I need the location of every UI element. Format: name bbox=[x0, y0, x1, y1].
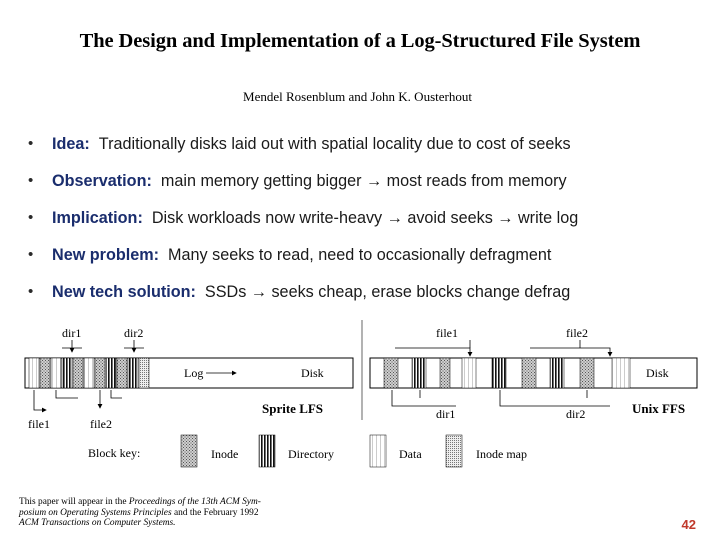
bullet-dot-icon: • bbox=[28, 209, 34, 226]
lfs-block-sequence bbox=[28, 357, 150, 389]
ffs-file2-label: file2 bbox=[566, 326, 588, 340]
bullet-item-new-problem: • New problem: Many seeks to read, need … bbox=[28, 245, 718, 282]
footnote-line1-a: This paper will appear in the bbox=[19, 497, 129, 507]
block-key-label: Block key: bbox=[88, 446, 140, 460]
bullet-text: Many seeks to read, need to occasionally… bbox=[168, 246, 552, 264]
bullet-list: • Idea: Traditionally disks laid out wit… bbox=[28, 134, 718, 319]
sprite-lfs-diagram: dir1 dir2 Log Disk bbox=[24, 326, 354, 431]
paper-title: The Design and Implementation of a Log-S… bbox=[79, 30, 641, 52]
key-inode-map-label: Inode map bbox=[476, 447, 527, 461]
unix-ffs-diagram: file1 file2 Disk dir1 dir2 Unix F bbox=[369, 326, 698, 421]
bullet-item-observation: • Observation: main memory getting bigge… bbox=[28, 171, 718, 208]
footnote-line2-a: posium on Operating Systems Principles bbox=[19, 507, 172, 518]
key-data-swatch bbox=[369, 434, 387, 468]
lfs-log-label: Log bbox=[184, 366, 203, 380]
ffs-disk-label: Disk bbox=[646, 366, 669, 380]
bullet-item-new-tech-solution: • New tech solution: SSDs → seeks cheap,… bbox=[28, 282, 718, 319]
key-data-label: Data bbox=[399, 447, 422, 461]
ffs-dir2-label: dir2 bbox=[566, 407, 585, 421]
bullet-item-implication: • Implication: Disk workloads now write-… bbox=[28, 208, 718, 245]
key-directory-swatch bbox=[258, 434, 276, 468]
key-inode-swatch bbox=[180, 434, 198, 468]
bullet-term: Idea: bbox=[52, 135, 90, 153]
key-inode-map-swatch bbox=[445, 434, 463, 468]
lfs-file1-label: file1 bbox=[28, 417, 50, 431]
slide-number: 42 bbox=[681, 517, 696, 532]
ffs-dir1-label: dir1 bbox=[436, 407, 455, 421]
bullet-text: SSDs → seeks cheap, erase blocks change … bbox=[204, 283, 571, 301]
bullet-dot-icon: • bbox=[28, 283, 34, 300]
bullet-dot-icon: • bbox=[28, 172, 34, 189]
ffs-link-arrows bbox=[391, 340, 613, 407]
bullet-text: main memory getting bigger → most reads … bbox=[160, 172, 567, 190]
lfs-disk-label: Disk bbox=[301, 366, 324, 380]
key-inode-label: Inode bbox=[211, 447, 238, 461]
bullet-term: New tech solution: bbox=[52, 283, 196, 301]
bullet-item-idea: • Idea: Traditionally disks laid out wit… bbox=[28, 134, 718, 171]
bullet-dot-icon: • bbox=[28, 246, 34, 263]
lfs-vs-ffs-diagram: dir1 dir2 Log Disk bbox=[24, 320, 698, 468]
bullet-term: Observation: bbox=[52, 172, 152, 190]
lfs-link-arrows bbox=[33, 340, 144, 413]
block-key-legend: Block key: Inode Directory Data Inode ma… bbox=[88, 434, 527, 468]
lfs-dir1-label: dir1 bbox=[62, 326, 81, 340]
ffs-name-label: Unix FFS bbox=[632, 401, 685, 416]
bullet-text: Disk workloads now write-heavy → avoid s… bbox=[151, 209, 579, 227]
bullet-dot-icon: • bbox=[28, 135, 34, 152]
lfs-file2-label: file2 bbox=[90, 417, 112, 431]
footnote-line2-b: and the February 1992 bbox=[171, 507, 259, 518]
ffs-block-sequence bbox=[383, 357, 631, 389]
lfs-dir2-label: dir2 bbox=[124, 326, 143, 340]
lfs-name-label: Sprite LFS bbox=[262, 401, 323, 416]
paper-authors: Mendel Rosenblum and John K. Ousterhout bbox=[243, 89, 472, 104]
bullet-text: Traditionally disks laid out with spatia… bbox=[98, 135, 571, 153]
publication-footnote: This paper will appear in the Proceeding… bbox=[19, 497, 319, 529]
bullet-term: Implication: bbox=[52, 209, 143, 227]
footnote-line3: ACM Transactions on Computer Systems. bbox=[19, 518, 176, 528]
key-directory-label: Directory bbox=[288, 447, 334, 461]
ffs-file1-label: file1 bbox=[436, 326, 458, 340]
bullet-term: New problem: bbox=[52, 246, 160, 264]
footnote-line1-b: Proceedings of the 13th ACM Sym- bbox=[128, 497, 261, 507]
